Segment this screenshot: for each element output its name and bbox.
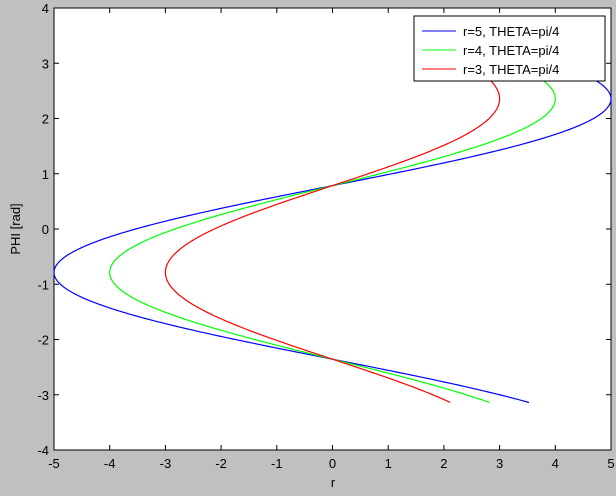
x-tick-label: 3 xyxy=(496,456,503,471)
series-group xyxy=(53,54,612,404)
x-tick-label: 1 xyxy=(385,456,392,471)
y-tick-label: -1 xyxy=(37,277,49,292)
x-tick-label: 5 xyxy=(607,456,614,471)
y-tick-label: 1 xyxy=(42,167,49,182)
legend: r=5, THETA=pi/4 r=4, THETA=pi/4 r=3, THE… xyxy=(413,15,606,82)
y-tick-label: 0 xyxy=(42,222,49,237)
y-tick-label: -3 xyxy=(37,388,49,403)
x-tick-label: 4 xyxy=(552,456,559,471)
x-axis-ticks: -5 -4 -3 -2 -1 0 1 2 3 4 5 xyxy=(48,8,615,471)
y-tick-label: -2 xyxy=(37,333,49,348)
x-tick-label: -2 xyxy=(215,456,227,471)
y-axis-label: PHI [rad] xyxy=(8,203,23,254)
y-tick-label: 4 xyxy=(42,1,49,16)
x-tick-label: -1 xyxy=(271,456,283,471)
x-tick-label: 0 xyxy=(329,456,336,471)
legend-label-r3: r=3, THETA=pi/4 xyxy=(463,62,559,77)
legend-box xyxy=(413,15,606,82)
series-line-r5 xyxy=(53,54,612,404)
plot-area xyxy=(53,7,612,451)
x-tick-label: 2 xyxy=(440,456,447,471)
x-axis-label: r xyxy=(331,475,336,490)
y-tick-label: 3 xyxy=(42,56,49,71)
y-tick-label: -4 xyxy=(37,443,49,458)
series-line-r4 xyxy=(109,54,556,404)
series-line-r3 xyxy=(164,54,501,404)
y-tick-label: 2 xyxy=(42,112,49,127)
legend-label-r4: r=4, THETA=pi/4 xyxy=(463,43,559,58)
x-tick-label: -5 xyxy=(48,456,60,471)
x-tick-label: -3 xyxy=(160,456,172,471)
legend-label-r5: r=5, THETA=pi/4 xyxy=(463,24,559,39)
x-tick-label: -4 xyxy=(104,456,116,471)
y-axis-ticks: -4 -3 -2 -1 0 1 2 3 4 xyxy=(37,1,611,458)
